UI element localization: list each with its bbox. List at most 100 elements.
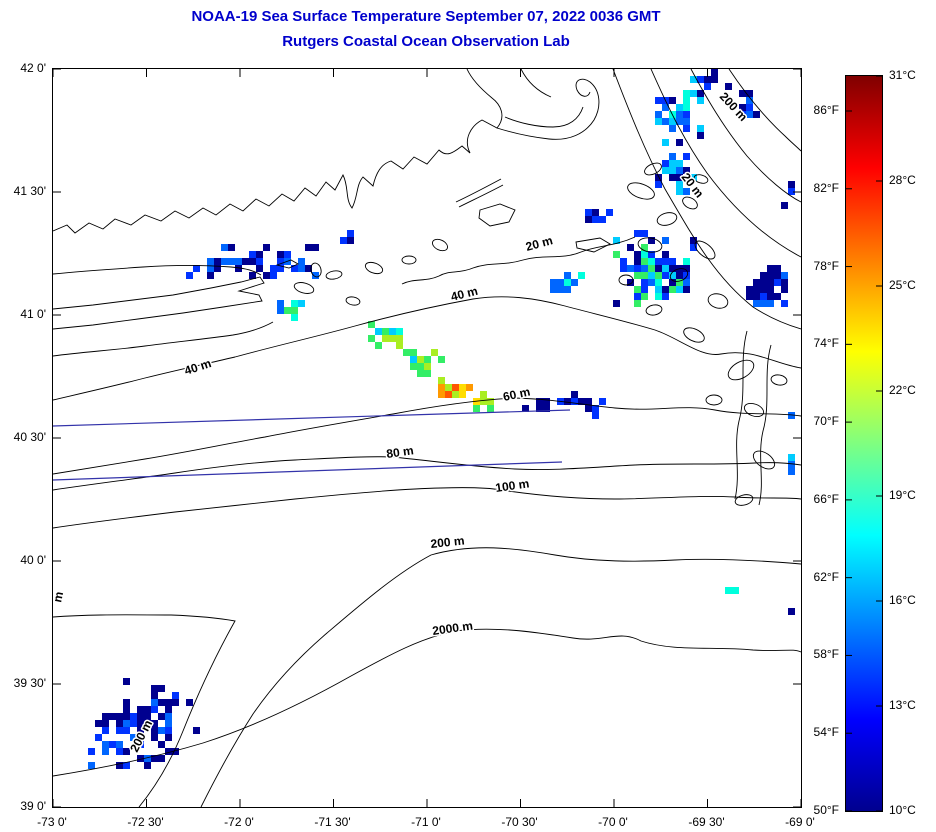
sst-pixel <box>690 90 697 97</box>
sst-pixel <box>473 405 480 412</box>
sst-pixel <box>753 279 760 286</box>
sst-pixel <box>676 104 683 111</box>
sst-pixel <box>123 706 130 713</box>
sst-pixel <box>95 720 102 727</box>
depth-contour-label: 40 m <box>183 356 213 378</box>
page-title: NOAA-19 Sea Surface Temperature Septembe… <box>191 8 661 25</box>
sst-pixel <box>102 713 109 720</box>
sst-pixel <box>116 720 123 727</box>
map-contour <box>728 69 801 152</box>
sst-pixel <box>788 412 795 419</box>
sst-pixel <box>760 300 767 307</box>
sst-pixel <box>445 384 452 391</box>
sst-pixel <box>669 174 676 181</box>
colorbar-tick-marks <box>846 76 882 811</box>
sst-pixel <box>655 118 662 125</box>
sst-pixel <box>767 300 774 307</box>
sst-pixel <box>788 461 795 468</box>
colorbar-fahrenheit-label: 82°F <box>813 180 839 195</box>
colorbar-fahrenheit-label: 54°F <box>813 725 839 740</box>
sst-pixel <box>242 258 249 265</box>
sst-pixel <box>669 153 676 160</box>
sst-pixel <box>669 160 676 167</box>
sst-pixel <box>592 405 599 412</box>
sst-pixel <box>312 244 319 251</box>
sst-pixel <box>536 398 543 405</box>
sst-pixel <box>172 748 179 755</box>
sst-pixel <box>739 90 746 97</box>
axis-tick-marks <box>53 69 801 807</box>
map-contour <box>734 494 754 506</box>
sst-pixel <box>151 734 158 741</box>
sst-pixel <box>760 286 767 293</box>
sst-pixel <box>697 125 704 132</box>
sst-pixel <box>634 272 641 279</box>
map-contour <box>690 69 801 203</box>
sst-pixel <box>746 111 753 118</box>
sst-pixel <box>88 762 95 769</box>
sst-pixel <box>641 293 648 300</box>
sst-pixel <box>781 202 788 209</box>
sst-pixel <box>641 251 648 258</box>
sst-pixel <box>683 125 690 132</box>
sst-pixel <box>116 762 123 769</box>
sst-pixel <box>641 286 648 293</box>
sst-pixel <box>613 300 620 307</box>
sst-pixel <box>550 279 557 286</box>
sst-pixel <box>263 244 270 251</box>
sst-pixel <box>753 111 760 118</box>
map-contour <box>431 238 449 252</box>
sst-pixel <box>522 405 529 412</box>
sst-pixel <box>151 692 158 699</box>
sst-pixel <box>683 272 690 279</box>
sst-pixel <box>683 90 690 97</box>
depth-contour-label: 40 m <box>449 284 479 304</box>
colorbar-celsius-label: 25°C <box>889 278 916 292</box>
sst-pixel <box>249 258 256 265</box>
sst-pixel <box>648 279 655 286</box>
sst-pixel <box>578 272 585 279</box>
x-axis-tick-label: -73 0' <box>37 815 67 829</box>
sst-pixel <box>417 370 424 377</box>
map-contour <box>53 276 265 330</box>
sst-pixel <box>669 286 676 293</box>
sst-pixel <box>662 293 669 300</box>
sst-pixel <box>585 216 592 223</box>
sst-pixel <box>620 265 627 272</box>
colorbar-celsius-label: 22°C <box>889 383 916 397</box>
sst-pixel <box>165 706 172 713</box>
sst-pixel <box>648 258 655 265</box>
sst-pixel <box>431 349 438 356</box>
map-contour <box>401 255 417 265</box>
sst-pixel <box>683 258 690 265</box>
sst-pixel <box>123 699 130 706</box>
x-axis-tick-label: -69 0' <box>785 815 815 829</box>
map-contour <box>53 296 801 401</box>
sst-pixel <box>662 167 669 174</box>
sst-pixel <box>669 272 676 279</box>
sst-pixel <box>774 293 781 300</box>
sst-pixel <box>662 160 669 167</box>
sst-pixel <box>662 251 669 258</box>
sst-pixel <box>592 412 599 419</box>
sst-pixel <box>277 300 284 307</box>
sst-pixel <box>417 356 424 363</box>
sst-pixel <box>557 279 564 286</box>
sst-pixel <box>641 265 648 272</box>
sst-pixel <box>788 188 795 195</box>
sst-pixel <box>683 153 690 160</box>
sst-pixel <box>662 139 669 146</box>
sst-pixel <box>543 398 550 405</box>
sst-pixel <box>648 251 655 258</box>
sst-pixel <box>571 398 578 405</box>
map-contour <box>364 261 384 275</box>
sst-pixel <box>774 272 781 279</box>
sst-pixel <box>284 307 291 314</box>
sst-pixel <box>564 286 571 293</box>
sst-pixel <box>564 272 571 279</box>
sst-pixel <box>102 720 109 727</box>
sst-pixel <box>627 279 634 286</box>
sst-pixel <box>221 244 228 251</box>
sst-pixel <box>375 342 382 349</box>
